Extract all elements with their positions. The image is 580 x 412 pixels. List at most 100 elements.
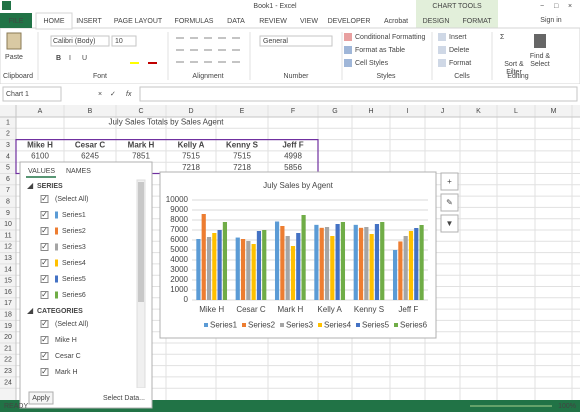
checkbox[interactable] [40, 336, 49, 344]
ribbon-group-label: Editing [507, 73, 529, 80]
checkbox[interactable] [40, 275, 49, 283]
checkbox[interactable] [40, 195, 49, 203]
sheet-title: July Sales Totals by Sales Agent [108, 118, 224, 127]
column-header: G [332, 108, 337, 115]
formula-button[interactable]: × [98, 91, 102, 98]
x-tick-label: Kelly A [317, 305, 342, 314]
bar [274, 221, 280, 300]
filter-item[interactable]: Mike H [55, 337, 77, 344]
formula-button[interactable]: ✓ [110, 91, 116, 98]
formula-input[interactable] [139, 86, 578, 102]
ribbon-tab[interactable]: DATA [227, 18, 245, 25]
ribbon-tab[interactable]: REVIEW [259, 18, 287, 25]
font-box[interactable] [50, 35, 110, 47]
checkbox[interactable] [40, 243, 49, 251]
window-button[interactable]: − [540, 3, 544, 10]
y-tick-label: 8000 [170, 215, 188, 224]
column-header: L [514, 108, 518, 115]
y-tick-label: 1000 [170, 285, 188, 294]
format-button[interactable]: B [56, 55, 61, 62]
checkbox[interactable] [40, 320, 49, 328]
window-button[interactable]: □ [554, 3, 559, 10]
select-data-link[interactable]: Select Data... [103, 395, 145, 402]
ribbon-tab[interactable]: FORMULAS [175, 18, 214, 25]
ribbon-group-label: Font [93, 73, 107, 80]
row-header: 22 [4, 357, 12, 364]
cells-button[interactable]: Delete [449, 47, 469, 54]
chart-button[interactable] [440, 214, 459, 233]
file-tab[interactable] [0, 13, 32, 28]
ribbon-tab[interactable]: FORMAT [462, 18, 492, 25]
column-header: F [291, 108, 295, 115]
y-tick-label: 7000 [170, 225, 188, 234]
checkbox[interactable] [40, 227, 49, 235]
bar [380, 222, 385, 300]
zoom-level: 100% [558, 403, 576, 410]
filter-item[interactable]: Series2 [62, 228, 86, 235]
editing-button[interactable]: Filter [506, 69, 522, 76]
editing-button[interactable]: Find & [530, 53, 551, 60]
window-button[interactable]: × [568, 3, 572, 10]
filter-tab[interactable]: VALUES [28, 168, 55, 175]
scroll-thumb[interactable] [138, 182, 144, 302]
ribbon-tab[interactable]: FILE [9, 18, 24, 25]
checkbox[interactable] [40, 211, 49, 219]
ribbon-tab[interactable]: Acrobat [384, 18, 408, 25]
number-box[interactable] [259, 35, 333, 47]
filter-item[interactable]: (Select All) [55, 321, 88, 328]
bar [403, 236, 408, 300]
ribbon-tab[interactable]: DEVELOPER [328, 18, 371, 25]
column-header: K [476, 108, 481, 115]
filter-item[interactable]: Series6 [62, 292, 86, 299]
filter-item[interactable]: (Select All) [55, 196, 88, 203]
bar [414, 228, 419, 300]
bar [358, 227, 364, 300]
row-header: 1 [6, 119, 10, 126]
filter-item[interactable]: Mark H [55, 369, 78, 376]
ribbon-tab[interactable]: VIEW [300, 18, 318, 25]
filter-item[interactable]: Series5 [62, 276, 86, 283]
row-header: 5 [6, 165, 10, 172]
chart-button[interactable] [440, 193, 459, 212]
filter-item[interactable]: Series3 [62, 244, 86, 251]
cells-button[interactable]: Format [449, 60, 471, 67]
size-box[interactable] [111, 35, 137, 47]
checkbox[interactable] [40, 352, 49, 360]
apply-button[interactable] [28, 391, 54, 405]
number-format: General [263, 38, 288, 45]
ribbon-tab[interactable]: INSERT [76, 18, 102, 25]
bar [217, 230, 222, 300]
chart-button[interactable] [440, 172, 459, 191]
bar [419, 225, 424, 300]
checkbox[interactable] [40, 368, 49, 376]
ribbon-tab[interactable]: HOME [44, 18, 65, 25]
fx-button[interactable]: fx [126, 91, 132, 98]
checkbox[interactable] [40, 291, 49, 299]
format-button[interactable]: U [82, 55, 87, 62]
editing-button[interactable]: Sort & [504, 61, 524, 68]
filter-item[interactable]: Cesar C [55, 353, 81, 360]
paste-icon[interactable] [6, 32, 22, 50]
x-tick-label: Cesar C [236, 305, 266, 314]
column-header: J [441, 108, 445, 115]
checkbox[interactable] [40, 259, 49, 267]
styles-button[interactable]: Conditional Formatting [355, 34, 426, 41]
filter-item[interactable]: Series4 [62, 260, 86, 267]
paste-button[interactable]: Paste [5, 54, 23, 61]
bar [301, 215, 306, 300]
cells-button[interactable]: Insert [449, 34, 467, 41]
row-header: 13 [4, 255, 12, 262]
editing-button[interactable]: Select [530, 61, 550, 68]
styles-button[interactable]: Format as Table [355, 47, 405, 54]
active-tab[interactable] [35, 12, 73, 30]
ribbon-tab[interactable]: DESIGN [423, 18, 450, 25]
cell: 7515 [233, 152, 251, 161]
name-box[interactable] [2, 86, 62, 102]
filter-tab[interactable]: NAMES [66, 168, 91, 175]
check: ✓ [41, 274, 48, 283]
styles-button[interactable]: Cell Styles [355, 60, 389, 67]
filter-item[interactable]: Series1 [62, 212, 86, 219]
format-button[interactable]: I [69, 55, 71, 62]
x-tick-label: Mike H [199, 305, 224, 314]
ribbon-tab[interactable]: PAGE LAYOUT [114, 18, 163, 25]
